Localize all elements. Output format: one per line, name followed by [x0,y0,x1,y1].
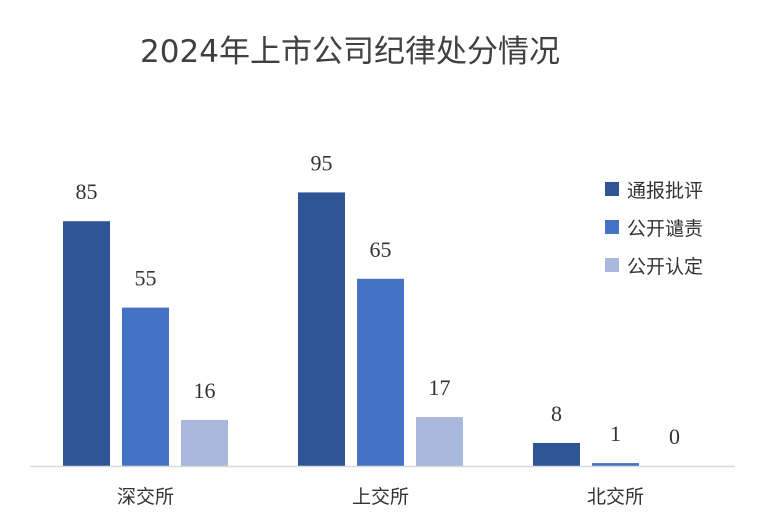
data-label: 95 [311,150,333,175]
legend-swatch [605,220,619,234]
bar-上交所-公开谴责 [357,278,404,466]
bar-深交所-公开谴责 [122,307,169,466]
legend: 通报批评公开谴责公开认定 [605,170,703,284]
legend-item: 公开谴责 [605,208,703,246]
bar-上交所-通报批评 [298,192,345,466]
x-tick-label: 深交所 [117,486,174,508]
legend-label: 通报批评 [627,179,704,202]
bar-北交所-通报批评 [533,442,580,466]
bar-上交所-公开认定 [416,417,463,466]
data-label: 55 [135,266,157,291]
legend-item: 通报批评 [605,170,703,208]
chart-title: 2024年上市公司纪律处分情况 [140,34,560,70]
data-label: 1 [610,421,621,446]
x-tick-label: 上交所 [352,486,409,508]
legend-swatch [605,182,619,196]
data-label: 8 [551,401,562,426]
x-tick-label: 北交所 [587,486,644,508]
bar-北交所-公开谴责 [592,463,639,466]
legend-label: 公开认定 [627,255,704,278]
data-label: 17 [429,375,451,400]
data-label: 16 [194,378,216,403]
legend-label: 公开谴责 [627,217,704,240]
legend-item: 公开认定 [605,246,703,284]
legend-swatch [605,258,619,272]
data-label: 85 [76,179,98,204]
data-label: 65 [370,237,392,262]
bar-深交所-通报批评 [63,221,110,466]
bar-深交所-公开认定 [181,419,228,466]
data-label: 0 [669,424,680,449]
